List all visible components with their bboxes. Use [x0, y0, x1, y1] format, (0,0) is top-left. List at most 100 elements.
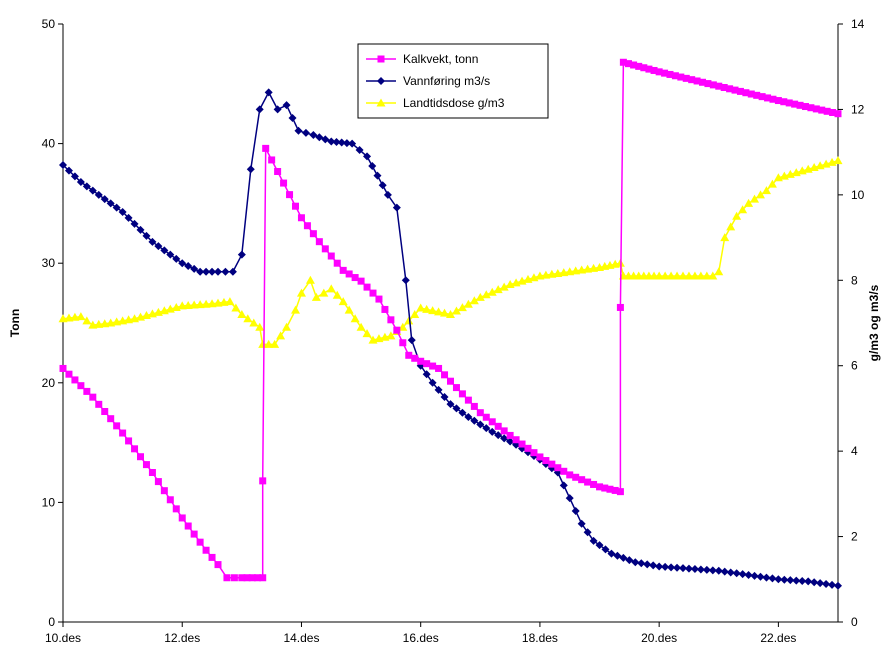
data-point	[463, 299, 473, 308]
data-point	[259, 477, 267, 485]
data-point	[221, 267, 230, 276]
data-point	[249, 318, 259, 327]
data-point	[578, 476, 586, 484]
data-point	[166, 250, 175, 259]
data-point	[321, 245, 329, 253]
data-point	[77, 382, 85, 390]
data-point	[189, 300, 199, 309]
legend-marker	[377, 77, 385, 85]
data-point	[398, 322, 408, 331]
data-point	[476, 420, 485, 429]
data-point	[571, 506, 580, 515]
data-point	[101, 408, 109, 416]
data-point	[113, 422, 121, 430]
y-right-tick-label: 0	[851, 615, 858, 629]
data-point	[500, 427, 508, 435]
y-left-tick-label: 50	[42, 17, 56, 31]
data-point	[482, 424, 491, 433]
data-point	[744, 198, 754, 207]
y-left-tick-label: 0	[48, 615, 55, 629]
data-point	[440, 393, 449, 402]
data-point	[183, 300, 193, 309]
y-axis-title-right: g/m3 og m3/s	[867, 284, 881, 361]
data-point	[596, 483, 604, 491]
data-point	[714, 566, 723, 575]
data-point	[357, 277, 365, 285]
data-point	[166, 496, 174, 504]
data-point	[494, 431, 503, 440]
data-point	[447, 377, 454, 385]
data-point	[214, 267, 222, 276]
data-point	[393, 326, 401, 334]
data-point	[273, 105, 282, 114]
data-point	[624, 60, 632, 68]
data-point	[301, 128, 310, 137]
data-point	[387, 316, 395, 324]
data-point	[702, 271, 712, 280]
data-point	[82, 316, 92, 325]
data-point	[792, 576, 801, 585]
data-point	[248, 574, 256, 582]
data-point	[88, 186, 97, 195]
data-point	[326, 284, 336, 293]
data-point	[142, 461, 150, 469]
y-right-tick-label: 6	[851, 359, 858, 373]
data-point	[148, 469, 156, 476]
legend-label: Vannføring m3/s	[403, 74, 490, 88]
data-point	[95, 400, 103, 408]
data-point	[619, 58, 627, 66]
data-point	[255, 322, 265, 331]
data-point	[834, 110, 842, 118]
data-point	[429, 362, 437, 370]
data-point	[237, 309, 247, 318]
data-point	[125, 437, 133, 445]
data-point	[530, 449, 538, 457]
data-point	[493, 285, 503, 294]
data-point	[637, 559, 646, 568]
data-point	[699, 78, 707, 86]
data-point	[363, 283, 371, 291]
data-point	[761, 186, 771, 195]
data-point	[172, 254, 181, 263]
data-point	[702, 565, 711, 574]
data-point	[274, 168, 282, 176]
data-point	[774, 97, 782, 105]
data-point	[666, 271, 676, 280]
data-point	[607, 549, 616, 558]
data-point	[446, 309, 455, 318]
data-point	[154, 242, 163, 251]
data-point	[292, 202, 299, 210]
data-point	[451, 306, 461, 315]
x-tick-label: 22.des	[760, 631, 796, 645]
data-point	[178, 514, 186, 522]
data-point	[332, 290, 342, 299]
data-point	[160, 246, 169, 255]
data-point	[560, 467, 568, 475]
data-point	[631, 558, 640, 567]
data-point	[774, 575, 783, 584]
data-point	[834, 581, 842, 590]
data-point	[327, 137, 336, 146]
data-point	[338, 297, 348, 306]
data-point	[452, 384, 460, 392]
data-point	[715, 82, 723, 90]
data-point	[625, 556, 634, 565]
data-point	[378, 181, 387, 190]
y-right-tick-label: 12	[851, 102, 865, 116]
data-point	[137, 453, 144, 461]
y-right-tick-label: 2	[851, 530, 858, 544]
legend-marker	[376, 98, 386, 107]
data-point	[801, 103, 809, 111]
data-point	[756, 190, 765, 199]
data-point	[690, 271, 700, 280]
data-point	[441, 371, 449, 379]
data-point	[688, 76, 696, 84]
data-point	[214, 561, 222, 569]
data-point	[112, 203, 121, 212]
data-point	[259, 574, 267, 582]
data-point	[282, 322, 292, 331]
data-point	[499, 282, 509, 291]
data-point	[611, 486, 619, 494]
data-point	[616, 488, 624, 496]
data-point	[368, 162, 377, 171]
